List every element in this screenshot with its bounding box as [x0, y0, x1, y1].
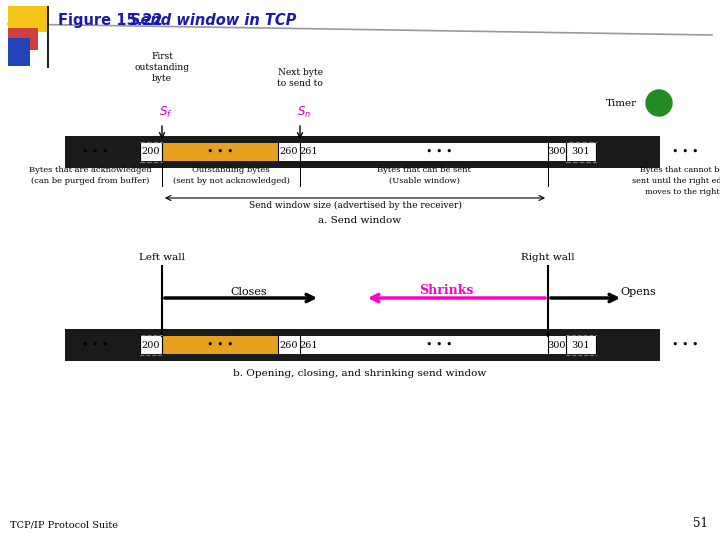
Text: • • •: • • • [672, 147, 698, 157]
Text: 200: 200 [142, 147, 161, 157]
Text: (sent by not acknowledged): (sent by not acknowledged) [173, 177, 289, 185]
Text: Bytes that are acknowledged: Bytes that are acknowledged [29, 166, 151, 174]
Bar [8, 28, 38, 50]
Text: Send window in TCP: Send window in TCP [130, 13, 297, 28]
Text: • • •: • • • [207, 147, 233, 157]
Text: Right wall: Right wall [521, 253, 575, 262]
Text: $\mathit{S_f}$: $\mathit{S_f}$ [159, 105, 173, 120]
Text: Closes: Closes [230, 287, 267, 297]
Text: 261: 261 [300, 341, 318, 349]
Text: 300: 300 [548, 341, 566, 349]
Bar [140, 336, 596, 354]
Text: 261: 261 [300, 147, 318, 157]
Text: TCP/IP Protocol Suite: TCP/IP Protocol Suite [10, 521, 118, 530]
Text: Timer: Timer [606, 98, 637, 107]
Text: First
outstanding
byte: First outstanding byte [135, 52, 189, 83]
Text: Bytes that can be sent: Bytes that can be sent [377, 166, 471, 174]
Text: 301: 301 [572, 341, 590, 349]
Text: 51: 51 [693, 517, 708, 530]
Bar [162, 143, 278, 161]
Text: Figure 15.22: Figure 15.22 [58, 13, 163, 28]
Bar [162, 336, 278, 354]
Text: 200: 200 [142, 341, 161, 349]
Text: sent until the right edge: sent until the right edge [632, 177, 720, 185]
Text: Bytes that cannot be: Bytes that cannot be [640, 166, 720, 174]
Text: Left wall: Left wall [139, 253, 185, 262]
Text: Next byte
to send to: Next byte to send to [277, 68, 323, 88]
Text: Shrinks: Shrinks [419, 284, 474, 297]
Text: moves to the right: moves to the right [644, 188, 719, 196]
Text: a. Send window: a. Send window [318, 216, 402, 225]
Text: 260: 260 [280, 341, 298, 349]
Text: b. Opening, closing, and shrinking send window: b. Opening, closing, and shrinking send … [233, 369, 487, 378]
Bar [65, 329, 660, 361]
Text: $\mathit{S_n}$: $\mathit{S_n}$ [297, 105, 311, 120]
Text: 301: 301 [572, 147, 590, 157]
Text: • • •: • • • [426, 340, 452, 350]
Text: Outstanding bytes: Outstanding bytes [192, 166, 270, 174]
Bar [140, 335, 162, 355]
Bar [65, 136, 660, 168]
Bar [140, 142, 162, 162]
Text: (Usable window): (Usable window) [389, 177, 459, 185]
Text: • • •: • • • [82, 340, 108, 350]
Text: (can be purged from buffer): (can be purged from buffer) [31, 177, 149, 185]
Text: • • •: • • • [82, 147, 108, 157]
Circle shape [646, 90, 672, 116]
Bar [566, 335, 596, 355]
Bar [8, 6, 48, 32]
Bar [8, 38, 30, 66]
Bar [140, 143, 596, 161]
Text: Send window size (advertised by the receiver): Send window size (advertised by the rece… [248, 201, 462, 210]
Bar [566, 142, 596, 162]
Bar [47, 6, 49, 68]
Text: • • •: • • • [207, 340, 233, 350]
Text: • • •: • • • [426, 147, 452, 157]
Text: 260: 260 [280, 147, 298, 157]
Text: 300: 300 [548, 147, 566, 157]
Bar [140, 143, 596, 161]
Text: Opens: Opens [620, 287, 656, 297]
Text: • • •: • • • [672, 340, 698, 350]
